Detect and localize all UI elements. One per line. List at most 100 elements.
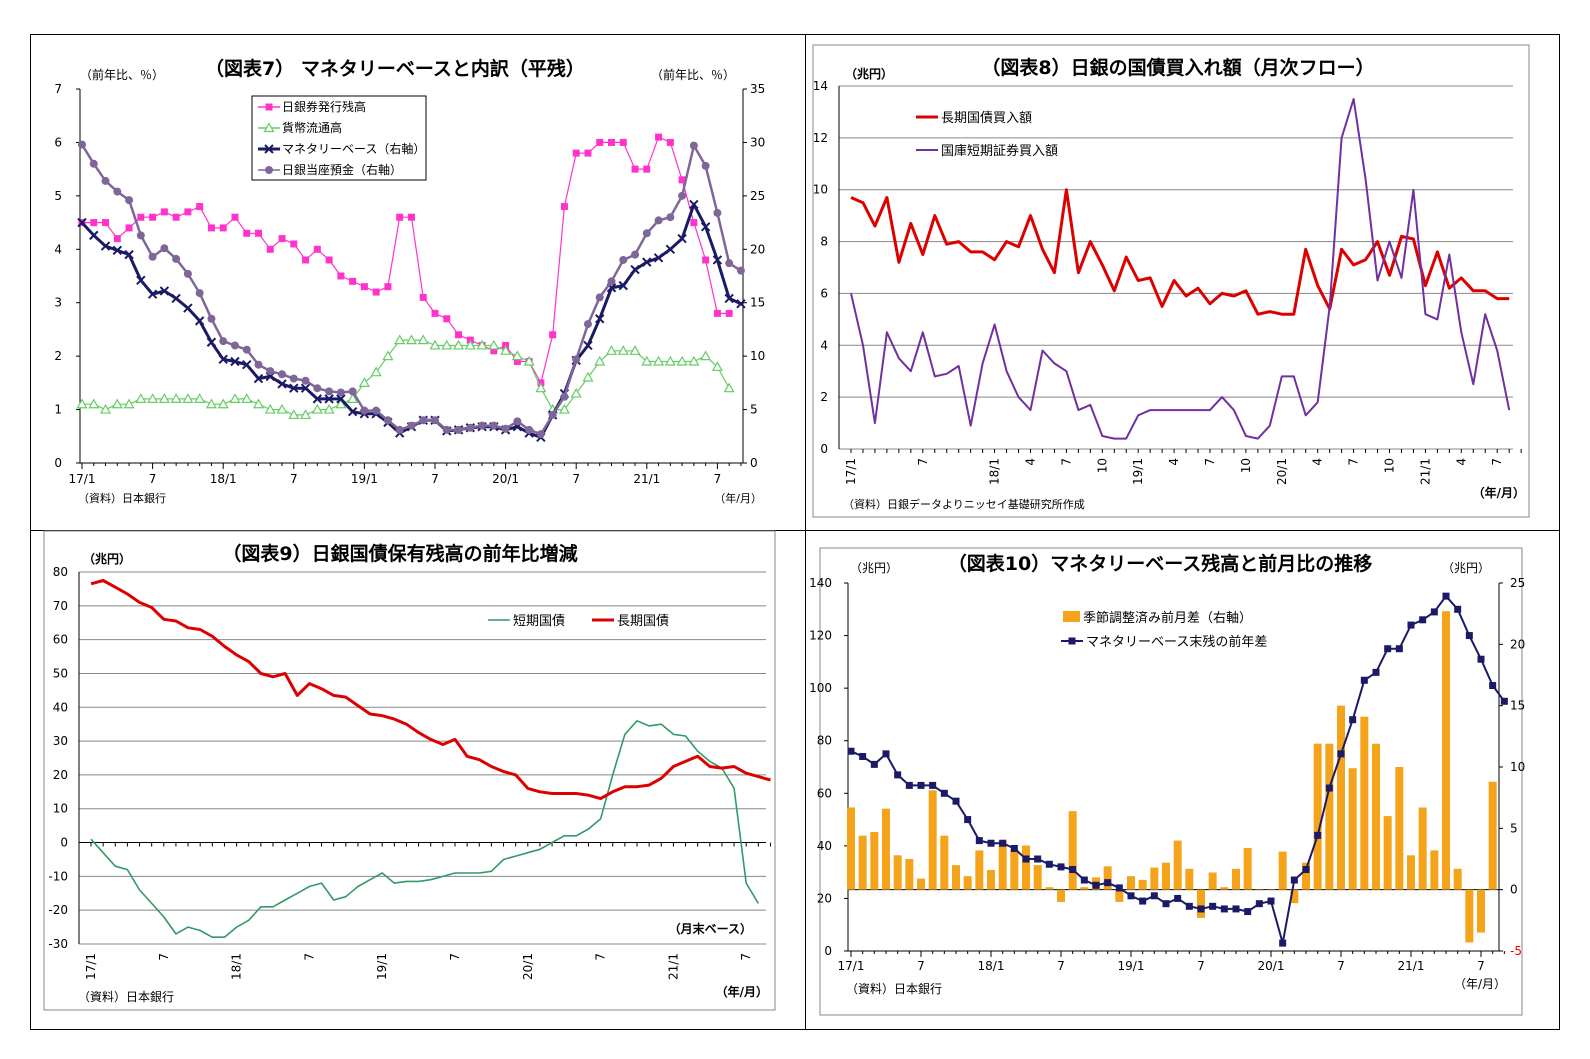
chart-10-data-point: [1477, 655, 1485, 663]
chart-7-data-point: [147, 393, 159, 403]
chart-10-series-0: [847, 611, 1497, 943]
chart-10-data-point: [975, 837, 983, 845]
chart-10-right-tick-label: 25: [1510, 576, 1525, 590]
chart-7-data-point: [102, 219, 110, 227]
chart-7-data-point: [549, 331, 557, 339]
chart-7-data-point: [89, 159, 98, 168]
chart-10-right-axis-label: （兆円）: [1442, 561, 1490, 575]
chart-7-data-point: [700, 350, 712, 361]
chart-7-data-point: [253, 373, 264, 384]
chart-7-data-point: [536, 430, 545, 439]
chart-7-data-point: [266, 367, 275, 376]
chart-9-series-line: [90, 719, 759, 939]
chart-10-bar: [1057, 889, 1065, 902]
chart-10-data-point: [882, 750, 890, 758]
chart-7-data-point: [478, 421, 487, 430]
chart-7-data-point: [229, 393, 241, 403]
chart-7-data-point: [572, 355, 581, 364]
chart-10-data-point: [1127, 892, 1135, 900]
chart-7-data-point: [548, 410, 557, 419]
chart-7-data-point: [560, 392, 569, 401]
chart-7-data-point: [89, 230, 99, 241]
chart-7-data-point: [289, 374, 298, 383]
chart-9-y-tick-label: 50: [53, 666, 68, 680]
chart-7-data-point: [618, 280, 628, 291]
chart-7-data-point: [395, 425, 404, 434]
chart-7-series-line: [80, 143, 742, 436]
chart-10-bar: [1150, 867, 1159, 890]
chart-9-y-tick-label: -10: [48, 869, 68, 883]
chart-7-data-point: [431, 416, 439, 425]
chart-7-data-point: [558, 403, 570, 414]
chart-7-data-point: [370, 366, 382, 377]
chart-7-data-point: [372, 288, 380, 296]
chart-7-right-tick-label: 25: [750, 189, 765, 203]
chart-7-x-tick-label: 7: [572, 472, 580, 486]
chart-10-x-tick-label: 17/1: [838, 959, 865, 973]
chart-7-data-point: [724, 293, 734, 304]
chart-7-data-point: [172, 213, 180, 221]
chart-8-y-tick-label: 4: [820, 338, 828, 352]
chart-7-left-tick-label: 7: [54, 82, 62, 96]
chart-7-right-tick-label: 30: [750, 135, 765, 149]
chart-7-legend-marker: [265, 166, 273, 174]
chart-9-y-tick-label: -20: [48, 903, 68, 917]
chart-7-data-point: [182, 393, 194, 403]
chart-7-right-tick-label: 10: [750, 349, 765, 363]
panel-divider-horizontal: [30, 530, 1560, 531]
chart-7-data-point: [219, 337, 228, 346]
chart-10-x-tick-label: 7: [1477, 959, 1485, 973]
chart-10-right-tick-label: -5: [1510, 944, 1522, 958]
chart-10-bar: [975, 850, 984, 890]
chart-7-data-point: [419, 293, 427, 301]
chart-8-x-tick-label: 4: [1454, 458, 1468, 466]
chart-10-data-point: [1430, 608, 1438, 616]
chart-9-series-0: [90, 719, 759, 939]
chart-10-data-point: [1139, 897, 1147, 905]
chart-8-x-tick-label: 10: [1095, 458, 1109, 473]
chart-7-data-point: [442, 425, 451, 434]
chart-10-left-tick-label: 40: [817, 839, 832, 853]
chart-7-data-point: [642, 229, 651, 238]
chart-10-bar: [1045, 887, 1054, 890]
chart-7-data-point: [242, 359, 252, 370]
chart-10-data-point: [1407, 621, 1415, 629]
chart-9-x-tick-label: 18/1: [230, 953, 244, 980]
chart-7-data-point: [689, 141, 698, 150]
chart-7-data-point: [466, 423, 475, 432]
chart-7-data-point: [523, 355, 535, 366]
chart-10-bar: [1220, 887, 1229, 890]
chart-10-bar: [928, 790, 937, 890]
chart-10-bar: [1313, 743, 1322, 890]
chart-9-x-tick-label: 21/1: [666, 953, 680, 980]
chart-10-data-point: [1302, 866, 1310, 874]
chart-7-data-point: [596, 138, 604, 146]
chart-8-y-tick-label: 2: [820, 390, 828, 404]
chart-7-data-point: [288, 409, 300, 420]
chart-7-data-point: [653, 355, 665, 366]
chart-7-right-tick-label: 15: [750, 296, 765, 310]
chart-7-data-point: [583, 340, 593, 351]
chart-9-y-axis-label: （兆円）: [83, 551, 131, 566]
chart-7-data-point: [511, 350, 523, 361]
chart-10-data-point: [1290, 876, 1298, 884]
chart-10-data-point: [1395, 645, 1403, 653]
chart-9-y-tick-label: 0: [60, 836, 68, 850]
chart-10-bar: [1068, 811, 1077, 890]
chart-8-x-tick-label: 18/1: [988, 458, 1002, 485]
chart-7-legend-marker: [265, 103, 273, 111]
chart-7: （図表7） マネタリーベースと内訳（平残） （前年比、％） （前年比、％） 0 1 2 3 4…: [54, 57, 765, 505]
chart-8: （図表8）日銀の国債買入れ額（月次フロー） （兆円） 0 2 4 6 8 10 12 14 17/1…: [812, 44, 1530, 518]
chart-7-x-tick-label: 7: [714, 472, 722, 486]
chart-10-x-unit: （年/月）: [1454, 977, 1506, 991]
chart-7-legend-marker: [263, 122, 275, 133]
chart-7-data-point: [455, 331, 463, 339]
chart-7-data-point: [347, 393, 359, 403]
chart-9-y-tick-label: -30: [48, 937, 68, 951]
chart-10-data-point: [1197, 905, 1205, 913]
chart-7-data-point: [711, 361, 723, 371]
chart-10-bar: [1232, 868, 1240, 890]
chart-7-data-point: [313, 384, 322, 393]
chart-7-data-point: [713, 309, 721, 317]
chart-10-right-tick-label: 10: [1510, 760, 1525, 774]
